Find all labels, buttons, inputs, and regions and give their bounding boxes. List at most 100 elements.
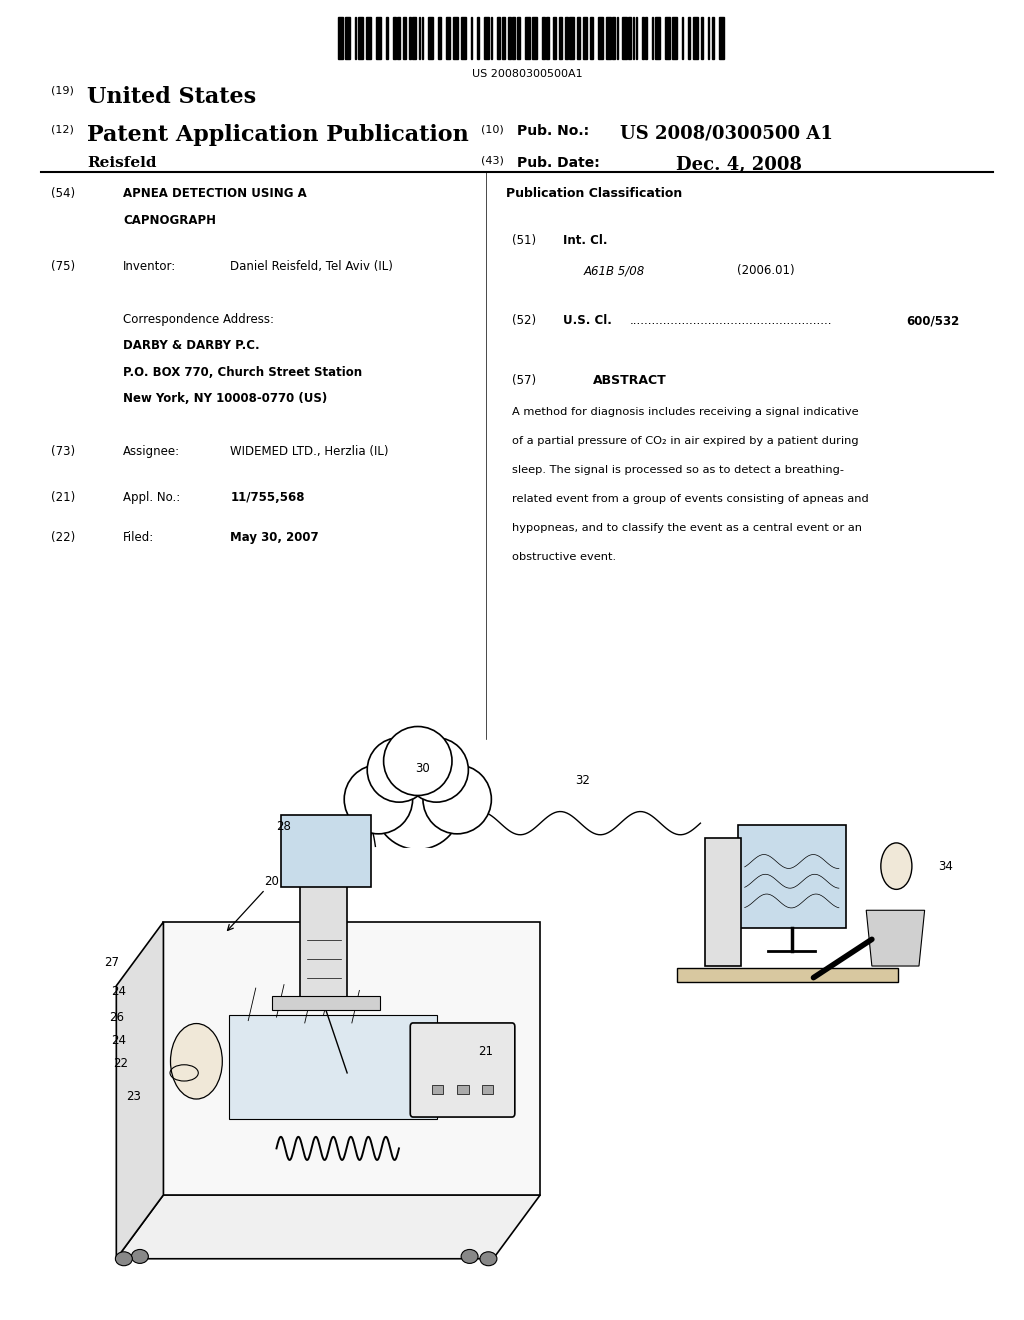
Polygon shape — [229, 1015, 436, 1119]
Polygon shape — [117, 1195, 541, 1259]
Ellipse shape — [881, 843, 912, 890]
Bar — [428, 17, 433, 59]
Bar — [376, 17, 381, 59]
Text: DARBY & DARBY P.C.: DARBY & DARBY P.C. — [123, 339, 259, 352]
Bar — [366, 17, 371, 59]
Text: (10): (10) — [481, 124, 504, 135]
Ellipse shape — [461, 1250, 478, 1263]
Bar — [652, 17, 653, 59]
Bar — [482, 1085, 494, 1094]
Bar — [453, 17, 458, 59]
Bar — [542, 17, 545, 59]
Bar — [432, 1085, 443, 1094]
Bar — [612, 17, 615, 59]
Bar — [553, 17, 556, 59]
Text: 28: 28 — [276, 820, 292, 833]
Bar — [413, 17, 416, 59]
Text: Patent Application Publication: Patent Application Publication — [87, 124, 469, 147]
Text: (12): (12) — [51, 124, 74, 135]
Bar — [547, 17, 550, 59]
Ellipse shape — [170, 1023, 222, 1100]
Text: Assignee:: Assignee: — [123, 445, 180, 458]
Ellipse shape — [404, 738, 468, 803]
Text: (73): (73) — [51, 445, 76, 458]
Text: 600/532: 600/532 — [906, 314, 959, 327]
Bar — [393, 17, 395, 59]
FancyBboxPatch shape — [411, 1023, 515, 1117]
Text: US 2008/0300500 A1: US 2008/0300500 A1 — [620, 124, 833, 143]
Bar — [397, 17, 400, 59]
Bar — [461, 17, 466, 59]
Ellipse shape — [375, 762, 461, 850]
Text: Int. Cl.: Int. Cl. — [563, 234, 607, 247]
Text: May 30, 2007: May 30, 2007 — [230, 531, 319, 544]
Bar — [477, 17, 479, 59]
Text: 30: 30 — [415, 762, 430, 775]
Text: CAPNOGRAPH: CAPNOGRAPH — [123, 214, 216, 227]
Polygon shape — [164, 921, 541, 1195]
Bar — [271, 997, 380, 1010]
Ellipse shape — [344, 764, 413, 834]
Bar — [490, 17, 493, 59]
Bar — [672, 17, 677, 59]
Text: Pub. Date:: Pub. Date: — [517, 156, 600, 170]
Bar — [525, 17, 530, 59]
Bar — [569, 17, 574, 59]
Bar — [282, 814, 371, 887]
Bar — [419, 17, 420, 59]
Bar — [559, 17, 561, 59]
Bar — [616, 17, 618, 59]
Bar — [508, 17, 511, 59]
Bar — [701, 17, 702, 59]
Text: (54): (54) — [51, 187, 76, 201]
Text: United States: United States — [87, 86, 256, 108]
Bar — [502, 17, 505, 59]
Text: 11/755,568: 11/755,568 — [230, 491, 305, 504]
Text: A method for diagnosis includes receiving a signal indicative: A method for diagnosis includes receivin… — [512, 407, 859, 417]
Ellipse shape — [116, 1251, 132, 1266]
Bar — [645, 17, 647, 59]
Text: 23: 23 — [126, 1089, 140, 1102]
Text: U.S. Cl.: U.S. Cl. — [563, 314, 612, 327]
Text: 20: 20 — [264, 875, 280, 888]
Text: Daniel Reisfeld, Tel Aviv (IL): Daniel Reisfeld, Tel Aviv (IL) — [230, 260, 393, 273]
Text: Dec. 4, 2008: Dec. 4, 2008 — [676, 156, 802, 174]
Text: of a partial pressure of CO₂ in air expired by a patient during: of a partial pressure of CO₂ in air expi… — [512, 436, 859, 446]
Bar — [598, 17, 603, 59]
Text: obstructive event.: obstructive event. — [512, 552, 616, 562]
Text: sleep. The signal is processed so as to detect a breathing-: sleep. The signal is processed so as to … — [512, 465, 844, 475]
Text: Reisfeld: Reisfeld — [87, 156, 157, 170]
Text: New York, NY 10008-0770 (US): New York, NY 10008-0770 (US) — [123, 392, 327, 405]
Bar — [357, 17, 362, 59]
Bar — [708, 17, 710, 59]
Text: WIDEMED LTD., Herzlia (IL): WIDEMED LTD., Herzlia (IL) — [230, 445, 389, 458]
Text: (21): (21) — [51, 491, 76, 504]
Text: 22: 22 — [114, 1057, 129, 1071]
Bar — [386, 17, 388, 59]
Text: related event from a group of events consisting of apneas and: related event from a group of events con… — [512, 494, 868, 504]
Ellipse shape — [131, 1250, 148, 1263]
Text: Filed:: Filed: — [123, 531, 155, 544]
Text: APNEA DETECTION USING A: APNEA DETECTION USING A — [123, 187, 306, 201]
Ellipse shape — [368, 738, 431, 803]
Bar — [484, 17, 489, 59]
Bar — [719, 17, 724, 59]
Text: 26: 26 — [109, 1011, 124, 1023]
Text: 32: 32 — [575, 774, 590, 787]
Bar — [517, 17, 520, 59]
Bar — [300, 846, 347, 1003]
Bar — [578, 17, 581, 59]
Text: 34: 34 — [938, 859, 952, 873]
Text: hypopneas, and to classify the event as a central event or an: hypopneas, and to classify the event as … — [512, 523, 862, 533]
Bar — [628, 17, 631, 59]
Bar — [706, 838, 741, 966]
Text: Correspondence Address:: Correspondence Address: — [123, 313, 273, 326]
Text: Publication Classification: Publication Classification — [506, 187, 682, 201]
Bar — [531, 17, 537, 59]
Text: (57): (57) — [512, 374, 537, 387]
Text: US 20080300500A1: US 20080300500A1 — [472, 69, 583, 79]
Bar — [636, 17, 637, 59]
Bar — [584, 17, 587, 59]
Text: A61B 5/08: A61B 5/08 — [584, 264, 645, 277]
Text: (75): (75) — [51, 260, 76, 273]
